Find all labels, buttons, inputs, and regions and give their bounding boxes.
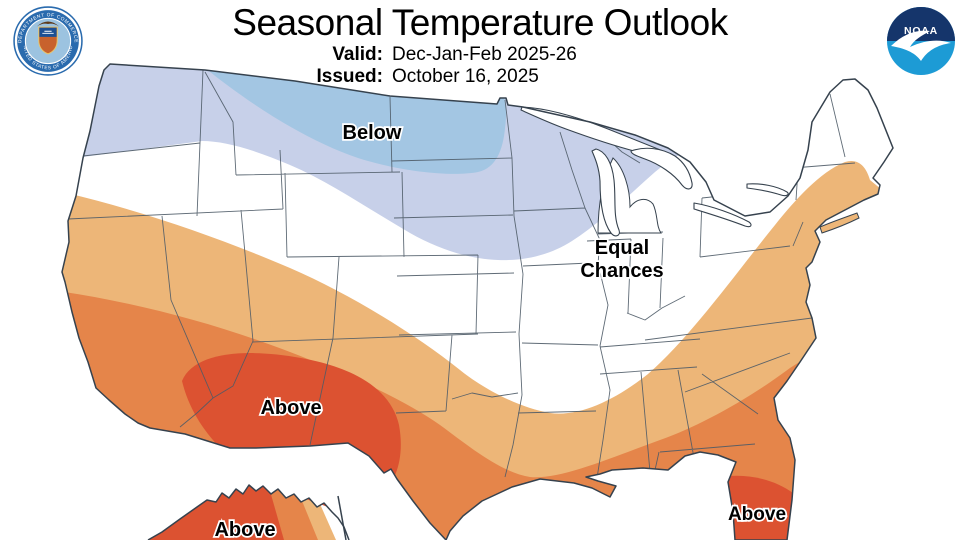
label-above-southwest: Above (260, 397, 321, 419)
label-below: Below (343, 122, 402, 144)
state-borders (67, 69, 856, 479)
great-lakes (520, 106, 789, 237)
lake-huron (630, 147, 693, 190)
label-above-florida: Above (728, 504, 786, 525)
long-island (819, 212, 860, 234)
label-above-alaska: Above (214, 519, 275, 540)
validity-block: Valid: Dec-Jan-Feb 2025-26 Issued: Octob… (0, 44, 577, 88)
alaska-above-moderate (268, 485, 320, 540)
lake-erie (693, 202, 752, 228)
label-equal-line2: Chances (580, 260, 663, 282)
alaska-outline (147, 484, 350, 540)
issued-label: Issued: (316, 66, 383, 87)
commerce-seal-icon: DEPARTMENT OF COMMERCE UNITED STATES OF … (12, 5, 83, 76)
alaska-canada-border (337, 495, 347, 540)
issued-value: October 16, 2025 (392, 66, 539, 87)
valid-value: Dec-Jan-Feb 2025-26 (392, 44, 577, 65)
noaa-logo-icon: NOAA (887, 7, 955, 75)
valid-label: Valid: (332, 44, 383, 65)
alaska-above-light (300, 496, 340, 540)
conus-outline (61, 63, 894, 540)
label-equal-line1: Equal (595, 237, 649, 259)
seal-eagle-icon (36, 21, 60, 27)
noaa-logo-text: NOAA (904, 25, 938, 37)
lake-michigan (591, 148, 620, 237)
lake-ontario (746, 183, 789, 197)
noaa-bird-icon (891, 30, 951, 61)
page-title: Seasonal Temperature Outlook (232, 2, 728, 43)
